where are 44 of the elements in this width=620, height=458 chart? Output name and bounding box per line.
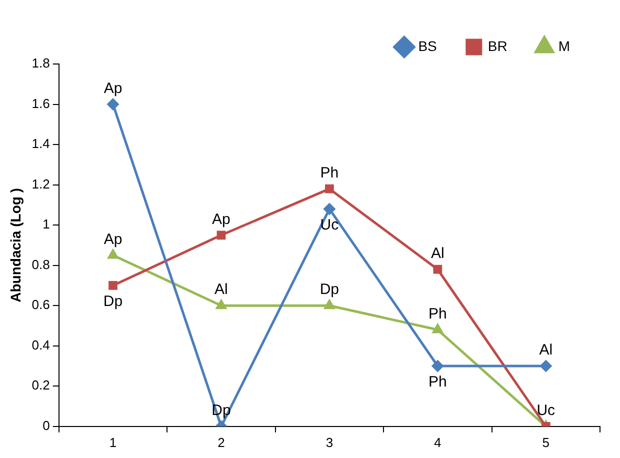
point [216,300,226,310]
x-tick-label: 3 [326,434,334,450]
point [325,184,334,194]
annotation: Ph [428,374,447,391]
point [107,98,119,110]
y-tick-label: 1.4 [32,136,50,152]
legend-label: M [558,38,570,54]
point [324,300,335,310]
annotation: Ap [212,210,230,228]
point [324,203,336,215]
y-tick-label: 0 [42,418,50,433]
x-tick-label: 1 [109,434,117,450]
x-tick-label: 2 [218,434,225,450]
annotation: Ap [104,80,122,97]
annotation: Uc [320,216,340,234]
y-tick-label: 1 [42,216,50,232]
y-tick-label: 1.8 [32,56,50,71]
annotation: Ph [320,164,339,182]
point [108,250,118,259]
annotation: Al [214,281,228,298]
point [108,281,118,290]
annotation: Al [430,245,444,262]
y-tick-label: 0.6 [32,297,50,312]
point [432,324,443,334]
x-tick-label: 4 [434,434,442,450]
point [432,360,444,372]
y-tick-label: 1.2 [32,176,50,192]
annotation: Ph [428,305,447,322]
y-tick-label: 0.4 [32,337,50,352]
y-axis-title: Abundacia (Log ) [7,188,24,302]
annotation: Uc [536,402,556,420]
annotation: Al [539,342,553,359]
y-tick-label: 1.6 [32,96,50,111]
annotation: Dp [320,281,340,298]
annotation: Dp [103,293,123,310]
point [540,360,552,372]
point [216,230,226,240]
y-tick-label: 0.8 [32,256,50,272]
legend-label: BS [418,38,437,54]
point [433,264,442,274]
x-tick-label: 5 [542,434,550,450]
y-tick-label: 0.2 [32,378,50,393]
legend-label: BR [488,38,508,54]
annotation: Ap [104,230,122,248]
